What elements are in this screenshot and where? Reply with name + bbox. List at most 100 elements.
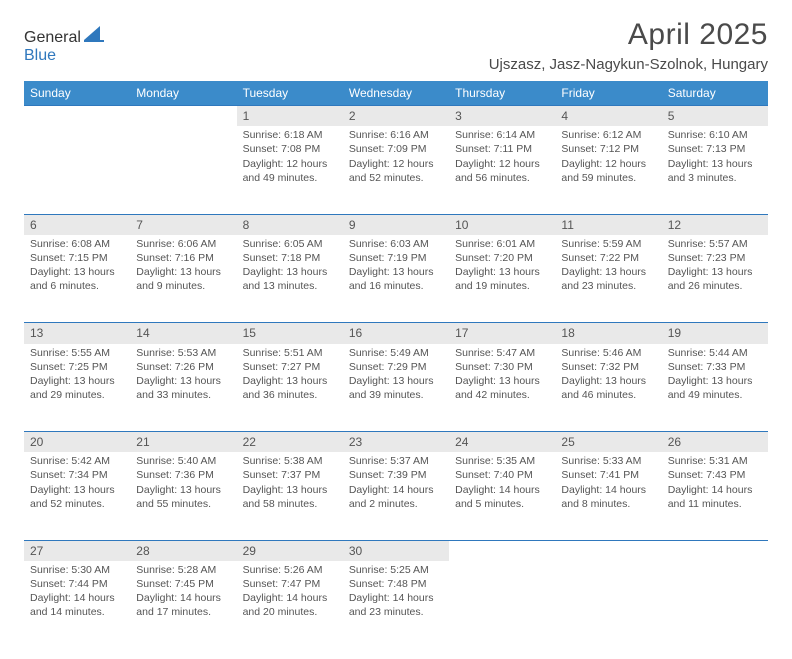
daylight-text: Daylight: 14 hours and 5 minutes.	[455, 483, 549, 511]
sunset-text: Sunset: 7:33 PM	[668, 360, 762, 374]
day-content-cell: Sunrise: 6:10 AMSunset: 7:13 PMDaylight:…	[662, 126, 768, 214]
day-number-cell: 7	[130, 214, 236, 235]
daylight-text: Daylight: 14 hours and 11 minutes.	[668, 483, 762, 511]
daylight-text: Daylight: 12 hours and 49 minutes.	[243, 157, 337, 185]
sunset-text: Sunset: 7:37 PM	[243, 468, 337, 482]
sunset-text: Sunset: 7:19 PM	[349, 251, 443, 265]
day-content-cell: Sunrise: 5:42 AMSunset: 7:34 PMDaylight:…	[24, 452, 130, 540]
sunset-text: Sunset: 7:41 PM	[561, 468, 655, 482]
day-content-cell: Sunrise: 5:44 AMSunset: 7:33 PMDaylight:…	[662, 344, 768, 432]
day-content-cell: Sunrise: 6:03 AMSunset: 7:19 PMDaylight:…	[343, 235, 449, 323]
sunrise-text: Sunrise: 5:26 AM	[243, 563, 337, 577]
sunrise-text: Sunrise: 5:55 AM	[30, 346, 124, 360]
sunrise-text: Sunrise: 5:31 AM	[668, 454, 762, 468]
sunset-text: Sunset: 7:13 PM	[668, 142, 762, 156]
day-content-cell: Sunrise: 5:38 AMSunset: 7:37 PMDaylight:…	[237, 452, 343, 540]
day-number-cell	[662, 540, 768, 561]
day-header: Thursday	[449, 81, 555, 106]
daylight-text: Daylight: 13 hours and 9 minutes.	[136, 265, 230, 293]
day-number-cell: 22	[237, 432, 343, 453]
content-row: Sunrise: 6:08 AMSunset: 7:15 PMDaylight:…	[24, 235, 768, 323]
day-number-cell	[130, 106, 236, 127]
day-number-cell: 21	[130, 432, 236, 453]
sunrise-text: Sunrise: 5:28 AM	[136, 563, 230, 577]
day-number-cell: 25	[555, 432, 661, 453]
daylight-text: Daylight: 12 hours and 52 minutes.	[349, 157, 443, 185]
sunset-text: Sunset: 7:48 PM	[349, 577, 443, 591]
daylight-text: Daylight: 13 hours and 39 minutes.	[349, 374, 443, 402]
daylight-text: Daylight: 13 hours and 49 minutes.	[668, 374, 762, 402]
day-number-cell: 29	[237, 540, 343, 561]
logo-sail-icon	[84, 24, 104, 42]
day-number-cell: 11	[555, 214, 661, 235]
sunset-text: Sunset: 7:12 PM	[561, 142, 655, 156]
sunset-text: Sunset: 7:20 PM	[455, 251, 549, 265]
day-number-cell: 30	[343, 540, 449, 561]
daylight-text: Daylight: 13 hours and 6 minutes.	[30, 265, 124, 293]
sunrise-text: Sunrise: 5:53 AM	[136, 346, 230, 360]
sunrise-text: Sunrise: 6:08 AM	[30, 237, 124, 251]
day-number-cell: 20	[24, 432, 130, 453]
day-content-cell	[130, 126, 236, 214]
sunrise-text: Sunrise: 6:18 AM	[243, 128, 337, 142]
day-number-cell: 2	[343, 106, 449, 127]
day-number-cell: 9	[343, 214, 449, 235]
sunset-text: Sunset: 7:36 PM	[136, 468, 230, 482]
sunset-text: Sunset: 7:16 PM	[136, 251, 230, 265]
daynum-row: 6789101112	[24, 214, 768, 235]
sunrise-text: Sunrise: 6:10 AM	[668, 128, 762, 142]
daynum-row: 12345	[24, 106, 768, 127]
day-content-cell: Sunrise: 5:26 AMSunset: 7:47 PMDaylight:…	[237, 561, 343, 649]
calendar-page: General Blue April 2025 Ujszasz, Jasz-Na…	[0, 0, 792, 659]
day-content-cell: Sunrise: 5:51 AMSunset: 7:27 PMDaylight:…	[237, 344, 343, 432]
day-number-cell	[555, 540, 661, 561]
day-number-cell	[24, 106, 130, 127]
sunset-text: Sunset: 7:15 PM	[30, 251, 124, 265]
content-row: Sunrise: 5:55 AMSunset: 7:25 PM Daylight:…	[24, 344, 768, 432]
day-number-cell: 6	[24, 214, 130, 235]
sunset-text: Sunset: 7:22 PM	[561, 251, 655, 265]
daylight-text: Daylight: 14 hours and 14 minutes.	[30, 591, 124, 619]
sunrise-text: Sunrise: 6:12 AM	[561, 128, 655, 142]
sunset-text: Sunset: 7:39 PM	[349, 468, 443, 482]
day-content-cell: Sunrise: 5:59 AMSunset: 7:22 PMDaylight:…	[555, 235, 661, 323]
day-number-cell: 13	[24, 323, 130, 344]
daylight-text: Daylight: 12 hours and 56 minutes.	[455, 157, 549, 185]
day-content-cell: Sunrise: 5:30 AMSunset: 7:44 PMDaylight:…	[24, 561, 130, 649]
sunset-text: Sunset: 7:26 PM	[136, 360, 230, 374]
day-number-cell: 16	[343, 323, 449, 344]
day-number-cell: 3	[449, 106, 555, 127]
daylight-text: Daylight: 14 hours and 8 minutes.	[561, 483, 655, 511]
title-block: April 2025 Ujszasz, Jasz-Nagykun-Szolnok…	[489, 18, 768, 73]
day-number-cell: 15	[237, 323, 343, 344]
sunrise-text: Sunrise: 5:33 AM	[561, 454, 655, 468]
day-content-cell: Sunrise: 5:47 AMSunset: 7:30 PMDaylight:…	[449, 344, 555, 432]
day-number-cell: 12	[662, 214, 768, 235]
sunset-text: Sunset: 7:09 PM	[349, 142, 443, 156]
day-header: Sunday	[24, 81, 130, 106]
day-content-cell: Sunrise: 5:37 AMSunset: 7:39 PMDaylight:…	[343, 452, 449, 540]
sunset-text: Sunset: 7:25 PM	[30, 360, 124, 374]
sunrise-text: Sunrise: 6:06 AM	[136, 237, 230, 251]
day-number-cell	[449, 540, 555, 561]
day-content-cell: Sunrise: 5:33 AMSunset: 7:41 PMDaylight:…	[555, 452, 661, 540]
daylight-text: Daylight: 13 hours and 55 minutes.	[136, 483, 230, 511]
sunset-text: Sunset: 7:47 PM	[243, 577, 337, 591]
day-number-cell: 23	[343, 432, 449, 453]
day-content-cell	[24, 126, 130, 214]
day-content-cell: Sunrise: 5:49 AMSunset: 7:29 PMDaylight:…	[343, 344, 449, 432]
daylight-text: Daylight: 13 hours and 16 minutes.	[349, 265, 443, 293]
day-content-cell: Sunrise: 5:28 AMSunset: 7:45 PMDaylight:…	[130, 561, 236, 649]
daylight-text: Daylight: 13 hours and 3 minutes.	[668, 157, 762, 185]
day-content-cell	[449, 561, 555, 649]
sunrise-text: Sunrise: 5:42 AM	[30, 454, 124, 468]
daylight-text: Daylight: 13 hours and 52 minutes.	[30, 483, 124, 511]
day-number-cell: 14	[130, 323, 236, 344]
day-content-cell: Sunrise: 6:12 AMSunset: 7:12 PMDaylight:…	[555, 126, 661, 214]
sunset-text: Sunset: 7:18 PM	[243, 251, 337, 265]
day-header: Saturday	[662, 81, 768, 106]
sunrise-text: Sunrise: 5:37 AM	[349, 454, 443, 468]
daylight-text: Daylight: 13 hours and 23 minutes.	[561, 265, 655, 293]
sunrise-text: Sunrise: 5:38 AM	[243, 454, 337, 468]
sunrise-text: Sunrise: 6:01 AM	[455, 237, 549, 251]
